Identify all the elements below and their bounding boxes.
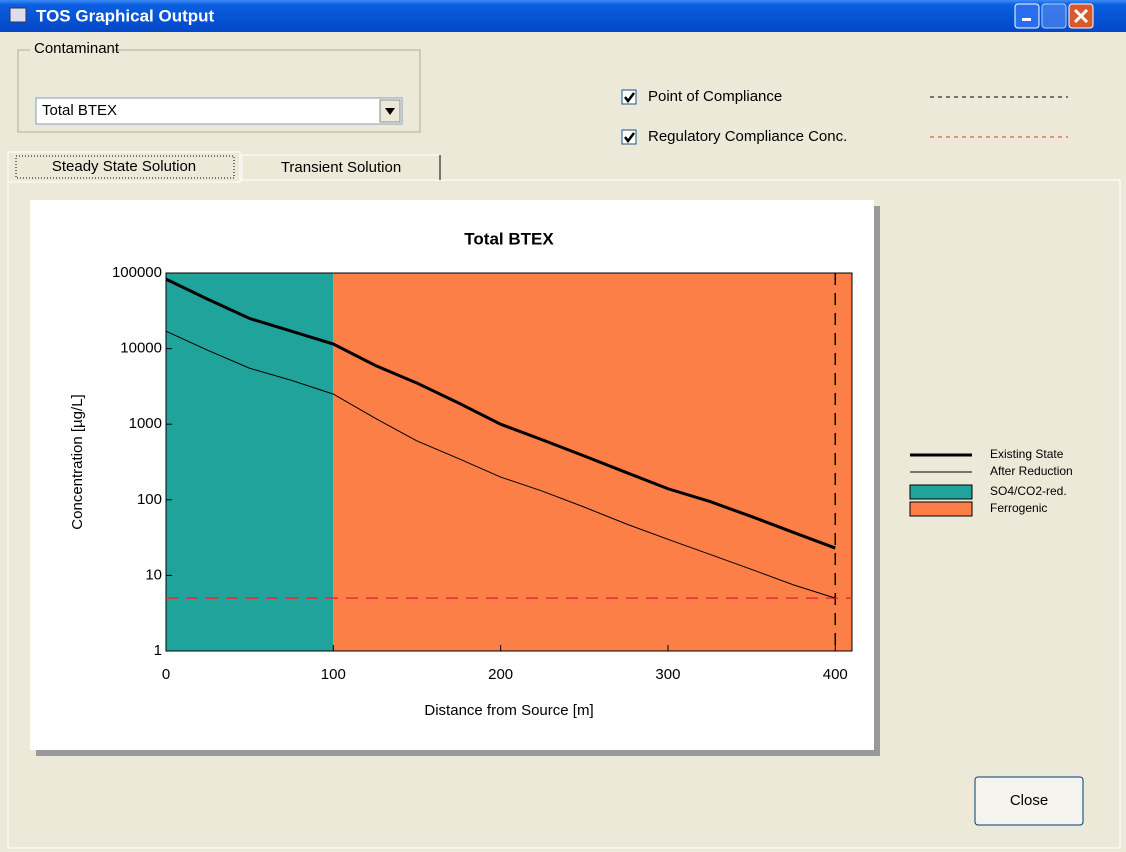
dropdown-arrow — [385, 108, 395, 115]
selected-contaminant: Total BTEX — [42, 102, 117, 119]
close-button[interactable] — [974, 776, 1084, 826]
y-tick-label: 100 — [137, 491, 162, 508]
option-label: Regulatory Compliance Conc. — [648, 128, 847, 145]
legend-label: Ferrogenic — [990, 501, 1047, 515]
contaminant-group — [17, 49, 421, 133]
x-tick-label: 400 — [823, 666, 848, 683]
series-line — [165, 330, 836, 599]
maximize-button[interactable] — [1041, 3, 1067, 29]
tab-focus — [15, 155, 235, 179]
checkbox[interactable] — [621, 89, 637, 105]
close-icon — [1073, 8, 1089, 24]
x-axis-label: Distance from Source [m] — [424, 702, 593, 719]
tab[interactable] — [241, 154, 441, 181]
checkbox[interactable] — [621, 129, 637, 145]
zone-band — [333, 273, 852, 651]
window-title: TOS Graphical Output — [36, 6, 215, 25]
option-label: Point of Compliance — [648, 88, 782, 105]
y-tick-label: 1 — [154, 642, 162, 659]
plot-frame — [165, 272, 853, 652]
group-label-bg — [30, 40, 114, 58]
y-tick-label: 1000 — [129, 415, 162, 432]
title-bar — [0, 0, 1126, 32]
y-tick-label: 10000 — [120, 340, 162, 357]
chart-title: Total BTEX — [464, 229, 554, 248]
checkmark — [624, 92, 635, 104]
app-icon — [9, 7, 27, 23]
tab-label: Steady State Solution — [52, 158, 196, 175]
legend-label: Existing State — [990, 447, 1064, 461]
x-tick-label: 200 — [488, 666, 513, 683]
contaminant-select[interactable] — [35, 97, 403, 125]
minimize-button[interactable] — [1014, 3, 1040, 29]
legend-label: SO4/CO2-red. — [990, 484, 1067, 498]
y-tick-label: 100000 — [112, 264, 162, 281]
y-axis-label: Concentration [µg/L] — [69, 394, 86, 529]
y-tick-label: 10 — [145, 566, 162, 583]
tab-label: Transient Solution — [281, 159, 401, 176]
minimize-icon — [1022, 18, 1031, 21]
zone-band — [166, 273, 334, 651]
checkmark — [624, 132, 635, 144]
group-label: Contaminant — [34, 40, 120, 57]
legend-swatch — [909, 484, 973, 500]
tab-active[interactable] — [7, 151, 241, 183]
x-tick-label: 100 — [321, 666, 346, 683]
x-tick-label: 0 — [162, 666, 170, 683]
x-tick-label: 300 — [655, 666, 680, 683]
legend-label: After Reduction — [990, 464, 1073, 478]
series-line — [165, 277, 836, 550]
legend-swatch — [909, 501, 973, 517]
close-button-label: Close — [1010, 792, 1048, 809]
